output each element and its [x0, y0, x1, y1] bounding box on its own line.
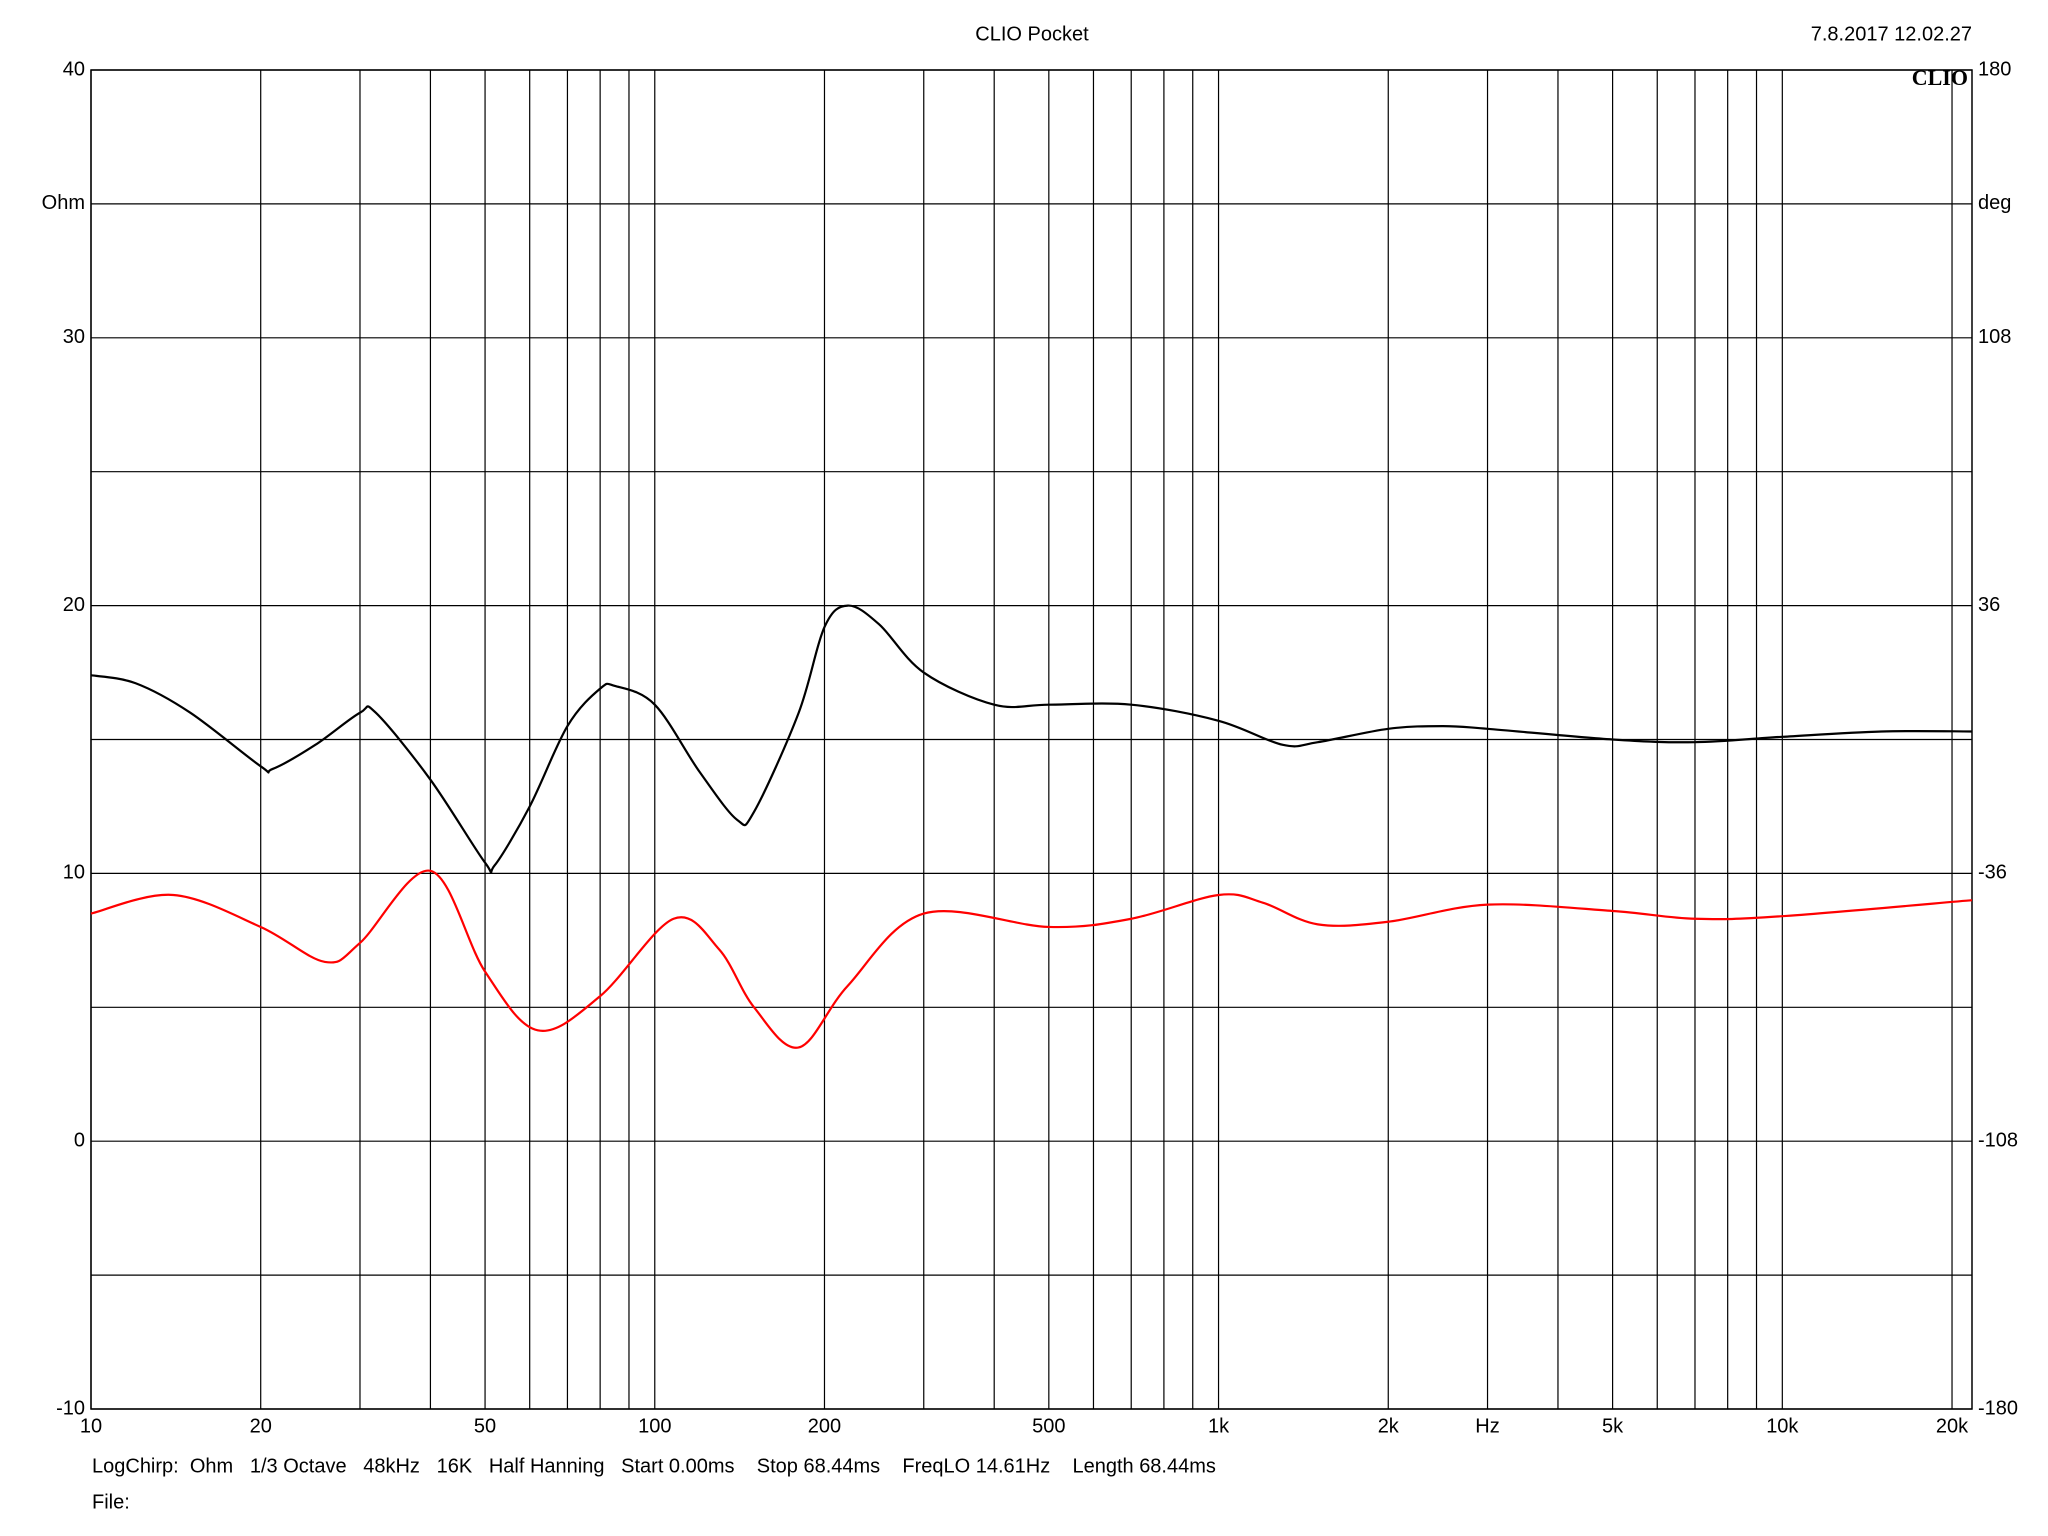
chart-title: CLIO Pocket	[975, 23, 1089, 45]
x-tick-label: Hz	[1475, 1415, 1499, 1437]
x-tick-label: 1k	[1208, 1415, 1230, 1437]
y-axis-label: Ohm	[42, 192, 85, 214]
x-tick-label: 2k	[1378, 1415, 1400, 1437]
x-tick-label: 20	[250, 1415, 272, 1437]
x-tick-label: 100	[638, 1415, 671, 1437]
footer: LogChirp: Ohm 1/3 Octave 48kHz 16K Half …	[92, 1455, 1216, 1477]
y-tick-label: 20	[63, 594, 85, 616]
logo: CLIO	[1912, 65, 1968, 90]
series-line	[90, 604, 1973, 874]
y-tick-label: 0	[74, 1129, 85, 1151]
y2-axis-label: deg	[1978, 192, 2011, 214]
y2-tick-label: -108	[1978, 1129, 2018, 1151]
y-tick-label: -10	[56, 1397, 85, 1419]
x-tick-label: 50	[474, 1415, 496, 1437]
y-tick-label: 40	[63, 58, 85, 80]
x-tick-label: 10	[80, 1415, 102, 1437]
series-line	[90, 869, 1973, 1049]
timestamp: 7.8.2017 12.02.27	[1811, 23, 1972, 45]
y2-tick-label: 108	[1978, 326, 2011, 348]
y-tick-label: 30	[63, 326, 85, 348]
x-tick-label: 20k	[1936, 1415, 1969, 1437]
y-tick-label: 10	[63, 862, 85, 884]
x-tick-label: 10k	[1766, 1415, 1799, 1437]
file-label: File:	[92, 1491, 130, 1513]
x-tick-label: 200	[808, 1415, 841, 1437]
y2-tick-label: -36	[1978, 862, 2007, 884]
y2-tick-label: 180	[1978, 58, 2011, 80]
y2-tick-label: -180	[1978, 1397, 2018, 1419]
x-tick-label: 5k	[1602, 1415, 1624, 1437]
y2-tick-label: 36	[1978, 594, 2000, 616]
x-tick-label: 500	[1032, 1415, 1065, 1437]
